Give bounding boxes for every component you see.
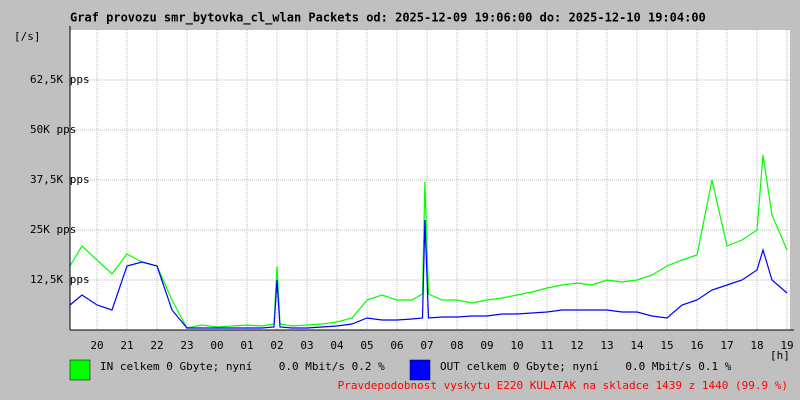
series-line — [69, 219, 788, 329]
legend-swatch — [69, 359, 91, 381]
x-tick-label: 20 — [90, 339, 103, 352]
x-tick-label: 09 — [480, 339, 493, 352]
x-tick-label: 08 — [450, 339, 463, 352]
x-tick-label: 23 — [180, 339, 193, 352]
x-tick-label: 01 — [240, 339, 253, 352]
x-tick-label: 13 — [600, 339, 613, 352]
x-tick-label: 10 — [510, 339, 523, 352]
x-tick-label: 12 — [570, 339, 583, 352]
y-tick-label: 25K pps — [30, 223, 76, 236]
x-tick-label: 07 — [420, 339, 433, 352]
x-axis-label: [h] — [770, 349, 790, 362]
legend-label: OUT celkem 0 Gbyte; nyní 0.0 Mbit/s 0.1 … — [440, 360, 732, 373]
y-tick-label: 37,5K pps — [30, 173, 90, 186]
x-tick-label: 15 — [660, 339, 673, 352]
series-line — [69, 154, 788, 329]
chart-title: Graf provozu smr_bytovka_cl_wlan Packets… — [70, 11, 706, 26]
x-tick-label: 21 — [120, 339, 133, 352]
x-tick-label: 04 — [330, 339, 344, 352]
footer-note: Pravdepodobnost vyskytu E220 KULATAK na … — [338, 379, 788, 392]
x-tick-label: 22 — [150, 339, 163, 352]
legend-swatch — [409, 359, 431, 381]
x-tick-label: 16 — [690, 339, 703, 352]
x-tick-label: 17 — [720, 339, 733, 352]
x-tick-label: 02 — [270, 339, 283, 352]
x-tick-label: 19 — [780, 339, 793, 352]
x-tick-label: 00 — [210, 339, 223, 352]
legend-label: IN celkem 0 Gbyte; nyní 0.0 Mbit/s 0.2 % — [100, 360, 385, 373]
y-axis-label: [/s] — [14, 30, 41, 43]
y-tick-label: 62,5K pps — [30, 73, 90, 86]
x-tick-label: 05 — [360, 339, 373, 352]
x-tick-label: 03 — [300, 339, 313, 352]
x-tick-label: 06 — [390, 339, 403, 352]
x-tick-label: 11 — [540, 339, 553, 352]
y-tick-label: 50K pps — [30, 123, 76, 136]
x-tick-label: 14 — [630, 339, 644, 352]
y-tick-label: 12,5K pps — [30, 273, 90, 286]
x-tick-label: 18 — [750, 339, 763, 352]
